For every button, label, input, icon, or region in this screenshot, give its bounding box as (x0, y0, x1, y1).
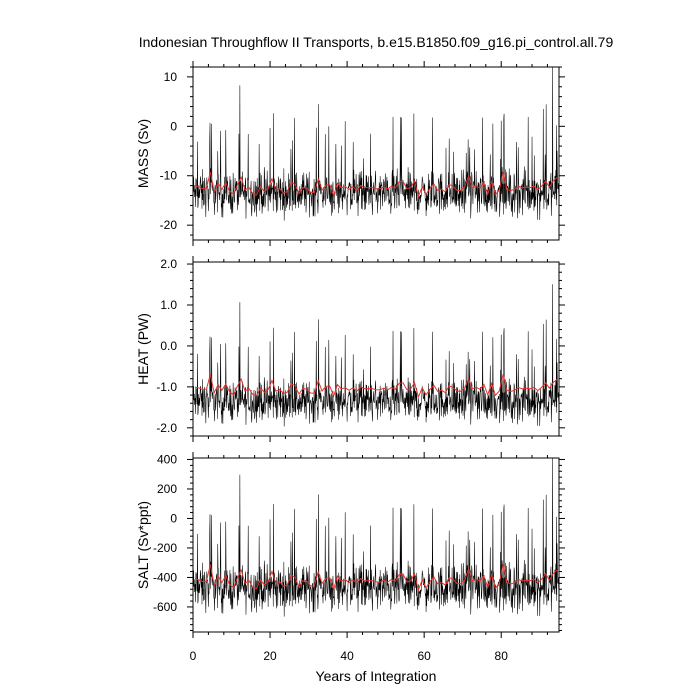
plot-frame-salt (192, 457, 560, 633)
panel-heat: 2.0 1.0 0.0 -1.0 -2.0 HEAT (PW) (135, 256, 565, 442)
x-tick-label: 20 (263, 649, 277, 663)
y-tick-label: 400 (157, 452, 177, 466)
plot-frame-heat (192, 261, 560, 437)
y-tick-label: 0 (170, 119, 177, 133)
y-tick-label: 0.0 (160, 339, 177, 353)
series-annual-mass (194, 171, 558, 199)
y-tick-label: 200 (157, 482, 177, 496)
y-axis-title-heat: HEAT (PW) (135, 313, 151, 385)
x-tick-label: 0 (190, 649, 197, 663)
x-tick-label: 40 (340, 649, 354, 663)
chart-title: Indonesian Throughflow II Transports, b.… (139, 34, 614, 50)
plot-frame-mass (192, 66, 560, 241)
series-annual-salt (194, 564, 558, 592)
y-tick-label: -400 (153, 570, 177, 584)
y-tick-label: 10 (164, 70, 178, 84)
x-axis-title: Years of Integration (316, 668, 437, 684)
y-tick-label: -20 (160, 218, 178, 232)
y-tick-label: -2.0 (156, 421, 177, 435)
x-tick-label: 80 (495, 649, 509, 663)
y-tick-label: -600 (153, 600, 177, 614)
series-monthly-heat (192, 284, 559, 427)
x-tick-label: 60 (417, 649, 431, 663)
panel-mass: 10 0 -10 -20 MASS (Sv) (135, 61, 565, 246)
y-tick-label: 1.0 (160, 298, 177, 312)
series-annual-heat (194, 374, 558, 399)
y-tick-label: 2.0 (160, 257, 177, 271)
y-tick-label: -200 (153, 541, 177, 555)
y-tick-label: -1.0 (156, 380, 177, 394)
series-monthly-mass (192, 66, 559, 221)
y-axis-title-mass: MASS (Sv) (135, 119, 151, 188)
y-axis-title-salt: SALT (Sv*ppt) (135, 501, 151, 589)
y-tick-label: -10 (160, 169, 178, 183)
y-tick-label: 0 (170, 511, 177, 525)
series-monthly-salt (192, 457, 559, 617)
